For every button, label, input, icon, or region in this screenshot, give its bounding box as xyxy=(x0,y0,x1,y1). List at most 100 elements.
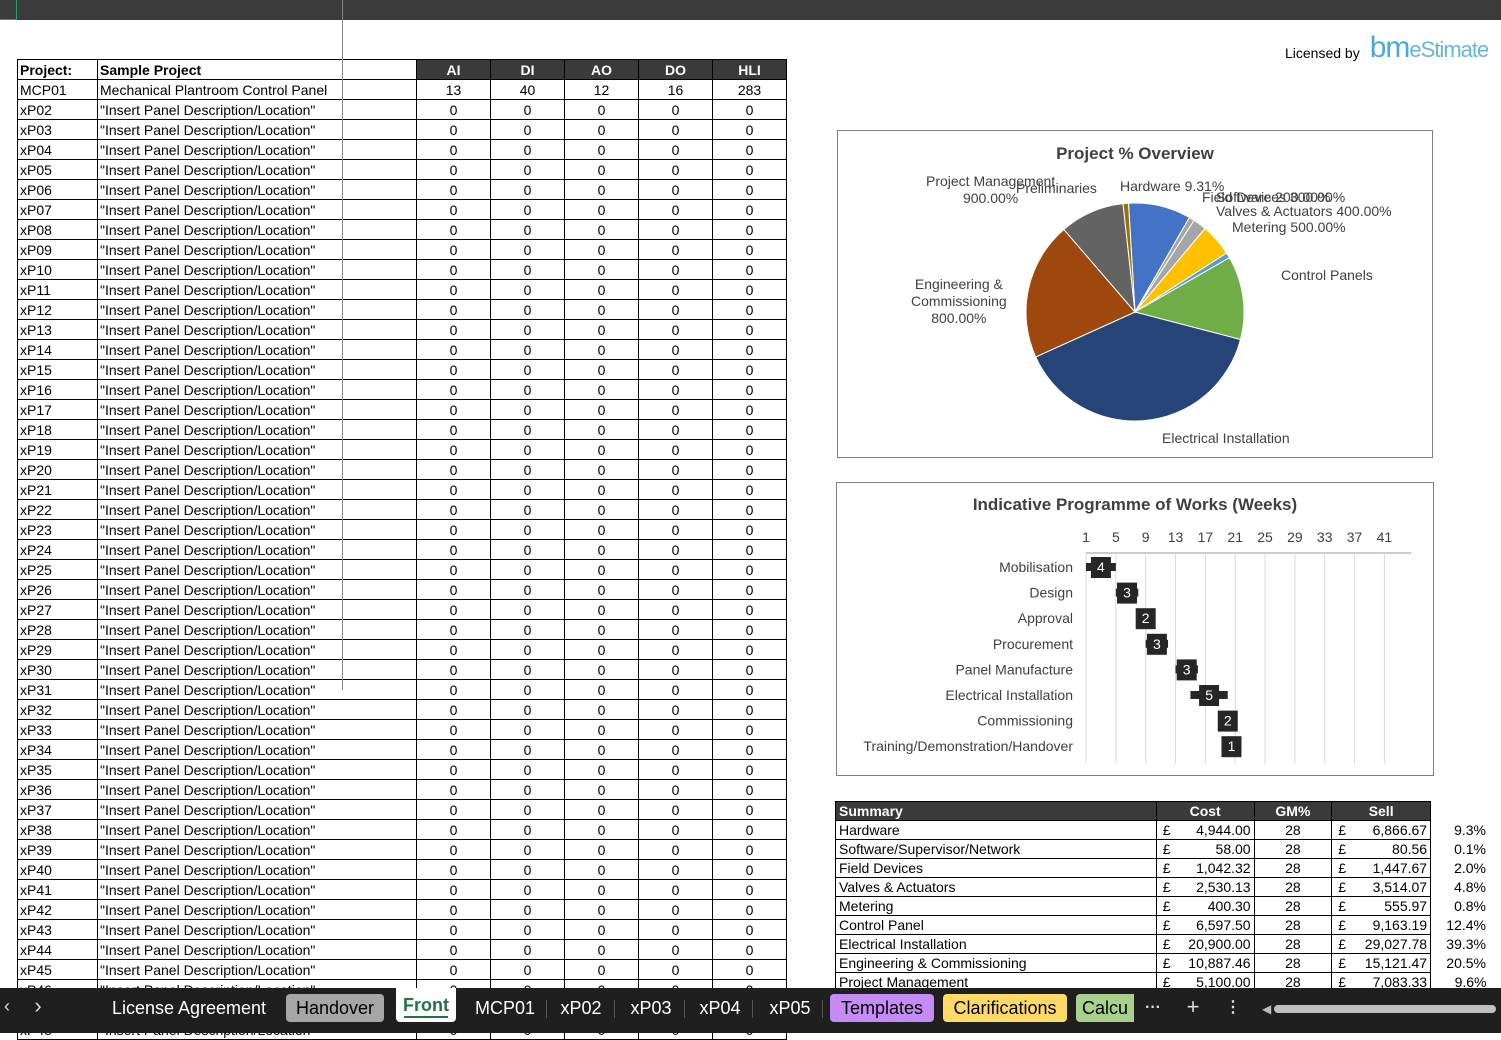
ai-count[interactable]: 0 xyxy=(416,339,491,360)
panel-description[interactable]: "Insert Panel Description/Location" xyxy=(97,399,417,420)
panel-id[interactable]: xP31 xyxy=(17,679,98,700)
gm-value[interactable]: 28 xyxy=(1253,839,1333,859)
gm-value[interactable]: 28 xyxy=(1253,820,1333,840)
summary-col-gm[interactable]: GM% xyxy=(1253,801,1333,821)
do-count[interactable]: 0 xyxy=(638,419,713,440)
ao-count[interactable]: 0 xyxy=(564,579,639,600)
gm-value[interactable]: 28 xyxy=(1253,934,1333,954)
di-count[interactable]: 0 xyxy=(490,559,565,580)
summary-col-sell[interactable]: Sell xyxy=(1331,801,1432,821)
di-count[interactable]: 0 xyxy=(490,879,565,900)
di-count[interactable]: 0 xyxy=(490,219,565,240)
ao-count[interactable]: 0 xyxy=(564,259,639,280)
vertical-ellipsis-icon[interactable]: ⋮ xyxy=(1225,999,1241,1016)
di-count[interactable]: 0 xyxy=(490,599,565,620)
di-count[interactable]: 0 xyxy=(490,499,565,520)
ao-count[interactable]: 0 xyxy=(564,679,639,700)
panel-description[interactable]: "Insert Panel Description/Location" xyxy=(97,919,417,940)
di-count[interactable]: 0 xyxy=(490,279,565,300)
di-count[interactable]: 0 xyxy=(490,739,565,760)
sell-currency[interactable]: £ xyxy=(1331,877,1350,897)
panel-description[interactable]: "Insert Panel Description/Location" xyxy=(97,479,417,500)
ao-count[interactable]: 0 xyxy=(564,779,639,800)
ai-count[interactable]: 0 xyxy=(416,959,491,980)
panel-id[interactable]: xP08 xyxy=(17,219,98,240)
ai-count[interactable]: 0 xyxy=(416,439,491,460)
ao-count[interactable]: 0 xyxy=(564,319,639,340)
di-count[interactable]: 0 xyxy=(490,919,565,940)
cost-currency[interactable]: £ xyxy=(1155,953,1175,973)
pie-slice-preliminaries[interactable] xyxy=(1122,202,1136,313)
do-count[interactable]: 0 xyxy=(638,659,713,680)
hli-count[interactable]: 0 xyxy=(712,759,787,780)
ao-count[interactable]: 0 xyxy=(564,819,639,840)
do-count[interactable]: 0 xyxy=(638,279,713,300)
ai-count[interactable]: 0 xyxy=(416,279,491,300)
di-count[interactable]: 0 xyxy=(490,459,565,480)
sell-currency[interactable]: £ xyxy=(1331,839,1350,859)
panel-description[interactable]: "Insert Panel Description/Location" xyxy=(97,279,417,300)
panel-description[interactable]: "Insert Panel Description/Location" xyxy=(97,739,417,760)
panel-description[interactable]: "Insert Panel Description/Location" xyxy=(97,759,417,780)
sell-currency[interactable]: £ xyxy=(1331,820,1350,840)
panel-id[interactable]: xP44 xyxy=(17,939,98,960)
ai-count[interactable]: 0 xyxy=(416,879,491,900)
panel-id[interactable]: xP33 xyxy=(17,719,98,740)
ai-count[interactable]: 0 xyxy=(416,99,491,120)
panel-id[interactable]: xP23 xyxy=(17,519,98,540)
hli-count[interactable]: 0 xyxy=(712,339,787,360)
do-count[interactable]: 0 xyxy=(638,139,713,160)
hli-count[interactable]: 0 xyxy=(712,219,787,240)
panel-id[interactable]: xP42 xyxy=(17,899,98,920)
ai-count[interactable]: 0 xyxy=(416,199,491,220)
do-count[interactable]: 0 xyxy=(638,919,713,940)
col-do[interactable]: DO xyxy=(638,59,713,80)
di-count[interactable]: 0 xyxy=(490,519,565,540)
di-count[interactable]: 0 xyxy=(490,699,565,720)
hli-count[interactable]: 0 xyxy=(712,199,787,220)
di-count[interactable]: 0 xyxy=(490,119,565,140)
summary-item-name[interactable]: Engineering & Commissioning xyxy=(835,953,1157,973)
col-hli[interactable]: HLI xyxy=(712,59,787,80)
do-count[interactable]: 0 xyxy=(638,379,713,400)
chevron-left-icon[interactable]: ‹ xyxy=(4,996,10,1016)
ai-count[interactable]: 0 xyxy=(416,159,491,180)
ao-count[interactable]: 0 xyxy=(564,119,639,140)
sell-value[interactable]: 15,121.47 xyxy=(1349,953,1432,973)
hli-count[interactable]: 0 xyxy=(712,139,787,160)
panel-description[interactable]: "Insert Panel Description/Location" xyxy=(97,599,417,620)
do-count[interactable]: 0 xyxy=(638,679,713,700)
di-count[interactable]: 0 xyxy=(490,199,565,220)
sell-value[interactable]: 29,027.78 xyxy=(1349,934,1432,954)
ao-count[interactable]: 0 xyxy=(564,159,639,180)
ao-count[interactable]: 0 xyxy=(564,219,639,240)
panel-id[interactable]: xP28 xyxy=(17,619,98,640)
do-count[interactable]: 0 xyxy=(638,939,713,960)
do-count[interactable]: 0 xyxy=(638,739,713,760)
panel-description[interactable]: "Insert Panel Description/Location" xyxy=(97,639,417,660)
hli-count[interactable]: 0 xyxy=(712,439,787,460)
di-count[interactable]: 0 xyxy=(490,719,565,740)
sheet-tab-xp05[interactable]: xP05 xyxy=(769,998,811,1018)
ai-count[interactable]: 0 xyxy=(416,119,491,140)
panel-id[interactable]: xP18 xyxy=(17,419,98,440)
di-count[interactable]: 0 xyxy=(490,819,565,840)
do-count[interactable]: 0 xyxy=(638,199,713,220)
cost-value[interactable]: 400.30 xyxy=(1174,896,1255,916)
panel-description[interactable]: "Insert Panel Description/Location" xyxy=(97,439,417,460)
di-count[interactable]: 0 xyxy=(490,139,565,160)
ai-count[interactable]: 0 xyxy=(416,559,491,580)
hli-count[interactable]: 0 xyxy=(712,899,787,920)
panel-id[interactable]: xP26 xyxy=(17,579,98,600)
summary-item-name[interactable]: Metering xyxy=(835,896,1157,916)
ai-count[interactable]: 0 xyxy=(416,679,491,700)
ai-count[interactable]: 0 xyxy=(416,799,491,820)
panel-id[interactable]: xP19 xyxy=(17,439,98,460)
cost-value[interactable]: 20,900.00 xyxy=(1174,934,1255,954)
col-di[interactable]: DI xyxy=(490,59,565,80)
di-count[interactable]: 40 xyxy=(490,79,565,100)
do-count[interactable]: 0 xyxy=(638,219,713,240)
di-count[interactable]: 0 xyxy=(490,839,565,860)
scrollbar-thumb[interactable] xyxy=(1274,1005,1496,1013)
di-count[interactable]: 0 xyxy=(490,579,565,600)
